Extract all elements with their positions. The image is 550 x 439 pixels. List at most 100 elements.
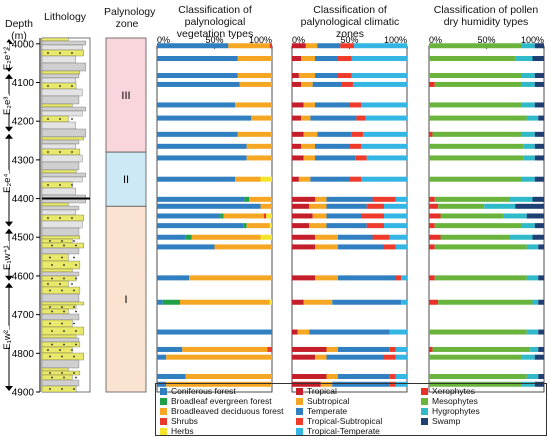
bar-segment xyxy=(438,299,533,305)
formation-arrow xyxy=(5,282,13,288)
lithology-bed xyxy=(41,169,77,174)
legend-item: Mesophytes xyxy=(421,396,478,406)
lithology-bed xyxy=(41,275,77,282)
bar-segment xyxy=(157,354,167,360)
bar-segment xyxy=(429,43,521,49)
bar-segment xyxy=(292,143,302,149)
formation-arrow xyxy=(5,386,13,391)
bar-segment xyxy=(523,155,535,161)
bar-segment xyxy=(157,374,186,380)
bar-segment xyxy=(315,275,338,281)
formation-arrow xyxy=(5,228,13,234)
lithology-bed xyxy=(41,103,73,108)
bar-segment xyxy=(534,155,544,161)
lithology-bed xyxy=(41,319,73,328)
lithology-grain xyxy=(49,372,51,374)
bar-segment xyxy=(526,374,539,380)
lithology-bed xyxy=(41,379,80,387)
legend-label: Swamp xyxy=(432,416,461,426)
bar-segment xyxy=(521,354,535,360)
bar-segment xyxy=(185,234,192,240)
legend-swatch xyxy=(421,407,428,415)
depth-header: Depth (m) xyxy=(2,18,36,42)
depth-tick-label: 4400 xyxy=(12,194,35,205)
bar-segment xyxy=(361,143,407,149)
bar-segment xyxy=(237,56,272,62)
bar-segment xyxy=(303,131,318,137)
bar-segment xyxy=(297,329,310,335)
bar-segment xyxy=(432,346,531,352)
bar-segment xyxy=(538,374,544,380)
lithology-grain xyxy=(51,264,53,266)
bar-segment xyxy=(440,234,510,240)
depth-tick-label: 4100 xyxy=(12,78,35,89)
bar-segment xyxy=(157,155,247,161)
bar-segment xyxy=(361,176,407,182)
lithology-grain xyxy=(61,372,63,374)
lithology-grain xyxy=(75,277,77,280)
bar-segment xyxy=(326,196,373,202)
chart-panel: 0% 50% 100% xyxy=(156,35,273,393)
formation-arrow xyxy=(5,39,13,44)
legend-swatch xyxy=(296,427,303,435)
bar-segment xyxy=(532,234,544,240)
lithology-grain xyxy=(61,256,63,259)
bar-segment xyxy=(521,73,535,79)
legend-item: Xerophytes xyxy=(421,386,475,396)
lithology-grain xyxy=(75,264,77,266)
legend-swatch xyxy=(421,397,428,405)
depth-tick-label: 4900 xyxy=(12,388,35,399)
formation-label-halo: E₁w² xyxy=(2,327,13,347)
bar-segment xyxy=(326,223,367,229)
formation-label: E₂e³ xyxy=(2,97,13,115)
bar-segment xyxy=(538,329,544,335)
bar-segment xyxy=(384,203,407,209)
bar-segment xyxy=(246,143,272,149)
bar-segment xyxy=(269,299,272,305)
lithology-grain xyxy=(49,256,51,259)
bar-segment xyxy=(166,381,272,387)
bar-segment xyxy=(303,102,315,108)
lithology-grain xyxy=(61,322,63,325)
zone-label: I xyxy=(124,294,127,306)
bar-segment xyxy=(366,223,384,229)
bar-segment xyxy=(157,213,221,219)
bar-segment xyxy=(312,213,327,219)
bar-segment xyxy=(338,374,390,380)
formation-label: E₁w⁺¹ xyxy=(2,245,13,270)
bar-segment xyxy=(338,73,352,79)
bar-segment xyxy=(434,244,527,250)
panel-title-vegetation: Classification of palynological vegetati… xyxy=(176,4,254,40)
lithology-grain xyxy=(73,388,75,390)
bar-segment xyxy=(301,56,315,62)
lithology-grain xyxy=(63,277,65,280)
bar-segment xyxy=(534,143,544,149)
legend-label: Subtropical xyxy=(307,396,350,406)
lithology-grain xyxy=(75,310,77,313)
lithology-grain xyxy=(75,244,77,247)
bar-segment xyxy=(384,223,407,229)
lithology-grain xyxy=(59,184,61,186)
bar-segment xyxy=(429,374,527,380)
bar-segment xyxy=(429,56,516,62)
bar-segment xyxy=(292,56,302,62)
bar-segment xyxy=(303,155,315,161)
bar-segment xyxy=(315,234,338,240)
bar-segment xyxy=(269,223,272,229)
legend-swatch xyxy=(296,417,303,425)
lithology-grain xyxy=(51,310,53,313)
lithology-grain xyxy=(73,306,75,308)
bar-segment xyxy=(338,244,384,250)
bar-segment xyxy=(538,346,544,352)
panel-frame xyxy=(156,45,273,393)
bar-segment xyxy=(351,73,407,79)
lithology-bed xyxy=(41,374,73,381)
bar-segment xyxy=(249,196,272,202)
bar-segment xyxy=(292,196,315,202)
legend-item: Tropical xyxy=(296,386,337,396)
bar-segment xyxy=(434,223,521,229)
bar-segment xyxy=(534,43,544,49)
formation-arrow xyxy=(5,126,13,132)
